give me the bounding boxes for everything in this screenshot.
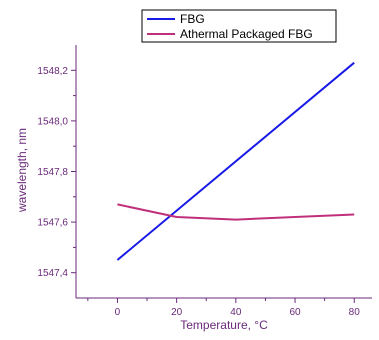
x-ticks: 0 20 40 60 80: [87, 298, 361, 318]
x-tick-label: 20: [171, 307, 183, 318]
series-layer: [116, 61, 355, 261]
series-line-athermal: [117, 203, 355, 221]
x-tick-label: 0: [115, 307, 121, 318]
x-tick-label: 40: [230, 307, 242, 318]
y-ticks: 1547,4 1547,6 1547,8 1548,0 1548,2: [37, 66, 76, 279]
y-tick-label: 1548,2: [37, 66, 68, 77]
legend-label-athermal: Athermal Packaged FBG: [180, 27, 313, 41]
y-tick-label: 1547,6: [37, 218, 68, 229]
x-tick-label: 80: [349, 307, 361, 318]
y-tick-label: 1547,4: [37, 268, 68, 279]
legend-label-fbg: FBG: [180, 12, 205, 26]
y-axis-title: wavelength, nm: [15, 128, 29, 213]
y-tick-label: 1547,8: [37, 167, 68, 178]
legend: FBG Athermal Packaged FBG: [141, 9, 337, 43]
x-tick-label: 60: [289, 307, 301, 318]
x-axis-title: Temperature, °C: [180, 318, 268, 332]
series-line-fbg: [116, 61, 355, 261]
y-tick-label: 1548,0: [37, 116, 68, 127]
legend-box: [141, 9, 337, 43]
